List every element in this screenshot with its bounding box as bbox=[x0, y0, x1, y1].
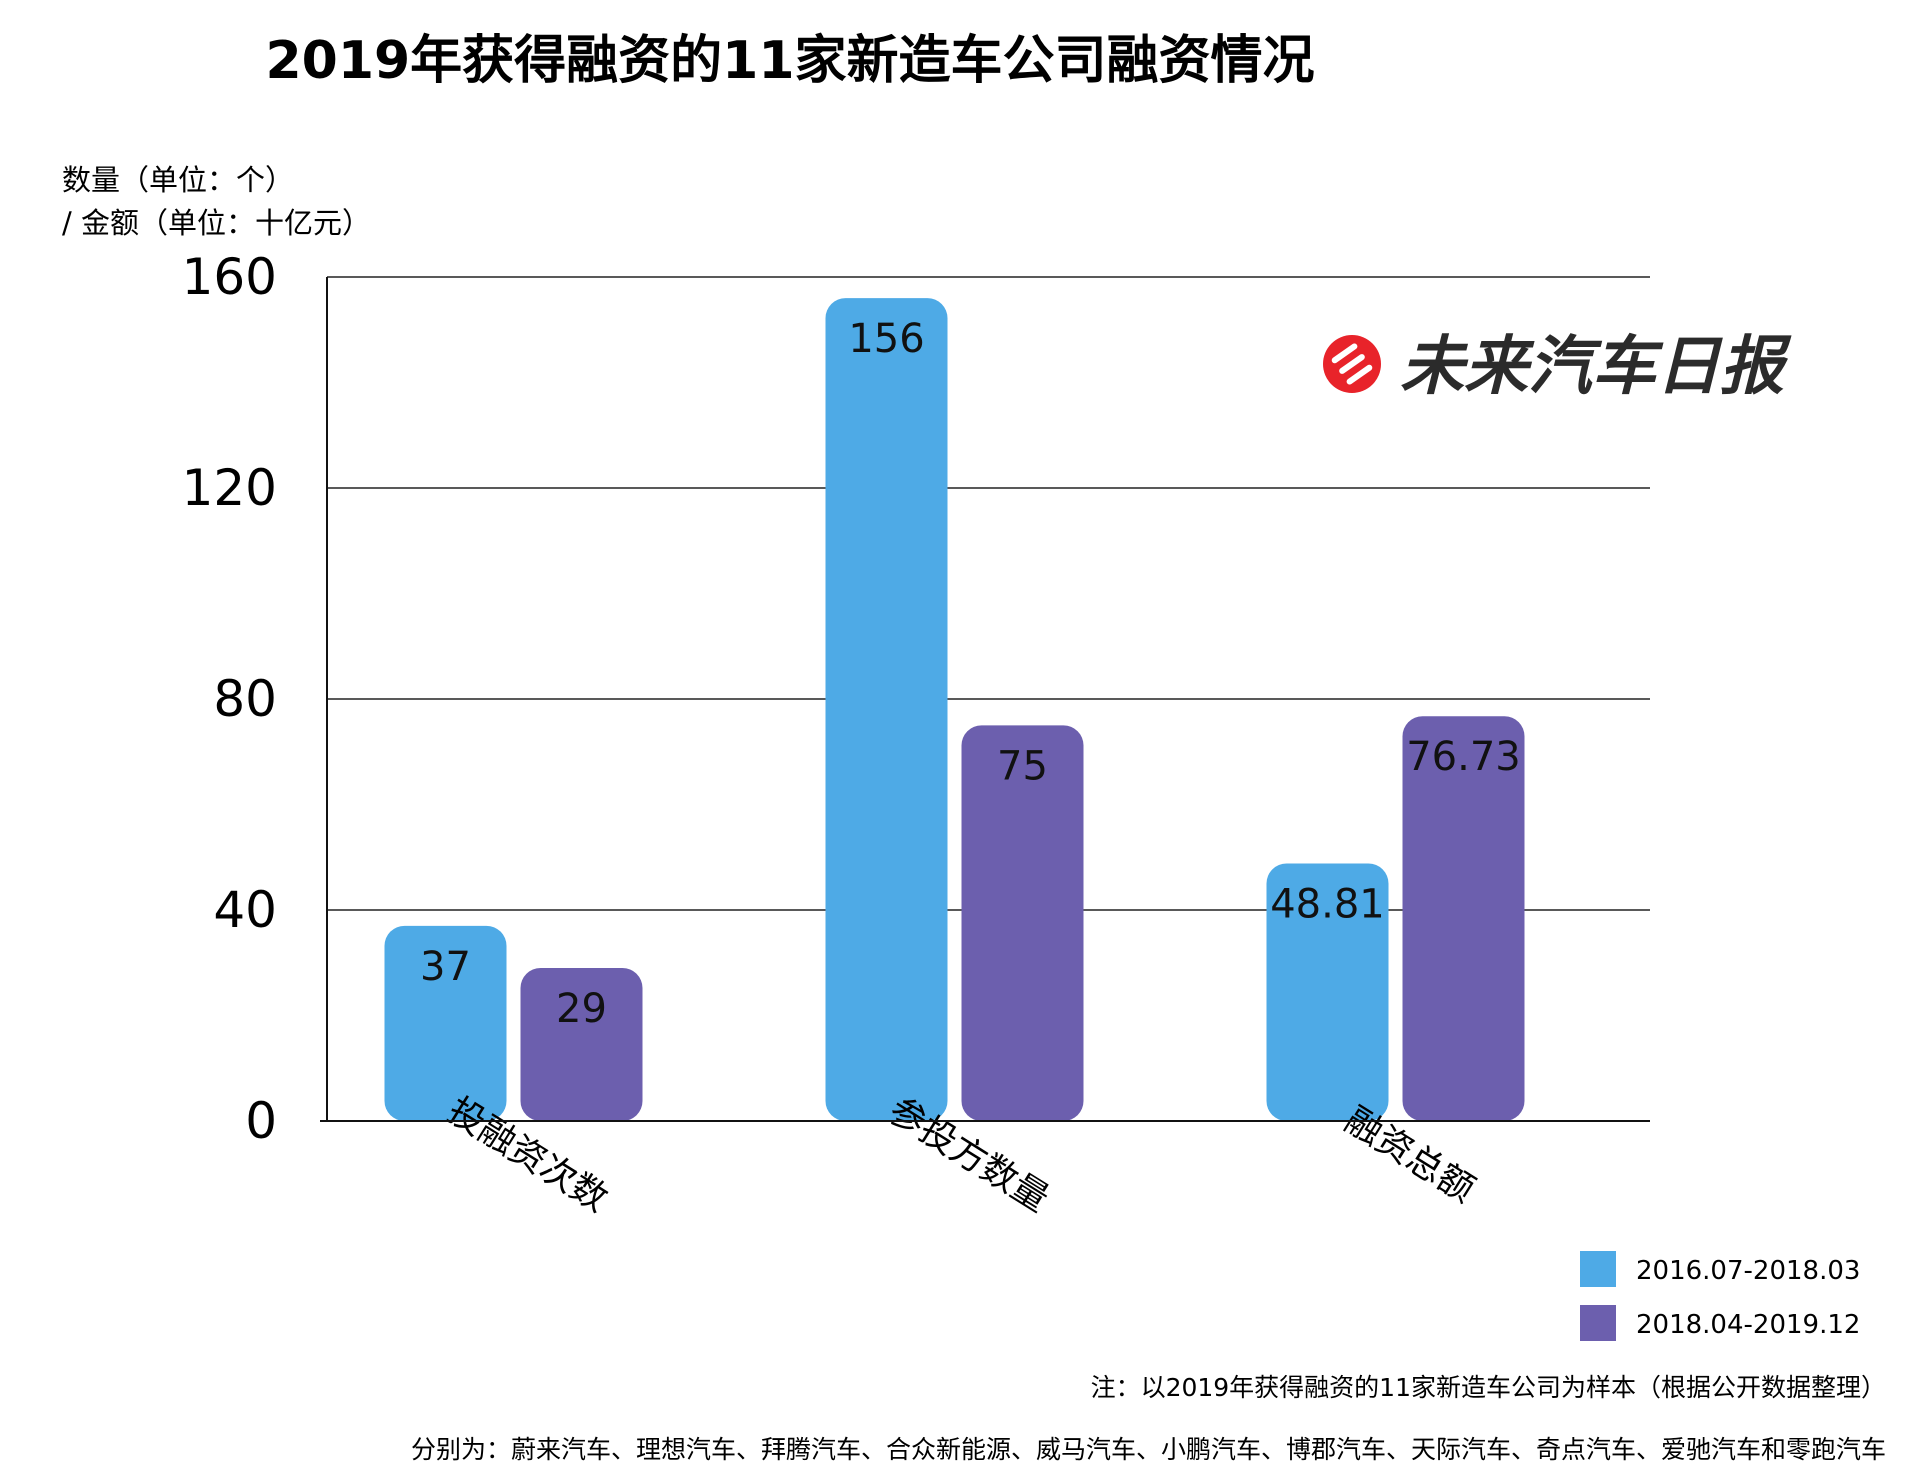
bar-value-label: 156 bbox=[848, 316, 924, 362]
footnote-line-1: 注：以2019年获得融资的11家新造车公司为样本（根据公开数据整理） bbox=[1091, 1373, 1886, 1402]
legend: 2016.07-2018.03 2018.04-2019.12 bbox=[1580, 1251, 1860, 1341]
bar bbox=[384, 925, 507, 1121]
y-axis-label-line1: 数量（单位：个） bbox=[62, 163, 294, 197]
logo-mark-stripes bbox=[1331, 343, 1373, 385]
y-tick-label: 80 bbox=[213, 670, 277, 728]
bar-value-label: 37 bbox=[420, 944, 471, 990]
bar bbox=[825, 298, 948, 1122]
bar-value-label: 48.81 bbox=[1270, 882, 1385, 928]
y-tick-label: 160 bbox=[182, 248, 277, 306]
bar bbox=[961, 725, 1084, 1121]
chart-title: 2019年获得融资的11家新造车公司融资情况 bbox=[265, 31, 1314, 91]
brand-logo: 未来汽车日报 bbox=[1323, 330, 1792, 404]
legend-swatch-series-2 bbox=[1580, 1305, 1616, 1341]
bars: 37 29 156 75 48.81 76.73 bbox=[384, 298, 1525, 1122]
y-tick-label: 120 bbox=[182, 459, 277, 517]
y-tick-label: 40 bbox=[213, 881, 277, 939]
y-axis-label-line2: / 金额（单位：十亿元） bbox=[62, 206, 371, 240]
legend-swatch-series-1 bbox=[1580, 1251, 1616, 1287]
footnote-line-2: 分别为：蔚来汽车、理想汽车、拜腾汽车、合众新能源、威马汽车、小鹏汽车、博郡汽车、… bbox=[411, 1435, 1886, 1464]
y-axis-ticks: 0 40 80 120 160 bbox=[182, 248, 277, 1150]
bar bbox=[1402, 716, 1525, 1121]
legend-label-series-1: 2016.07-2018.03 bbox=[1636, 1256, 1860, 1286]
y-tick-label: 0 bbox=[245, 1092, 277, 1150]
bar-value-label: 29 bbox=[556, 986, 607, 1032]
bar-value-label: 76.73 bbox=[1406, 734, 1521, 780]
bar bbox=[1266, 863, 1389, 1121]
legend-label-series-2: 2018.04-2019.12 bbox=[1636, 1310, 1860, 1340]
logo-wordmark: 未来汽车日报 bbox=[1400, 330, 1792, 404]
bar bbox=[520, 968, 643, 1121]
bar-value-label: 75 bbox=[997, 743, 1048, 789]
